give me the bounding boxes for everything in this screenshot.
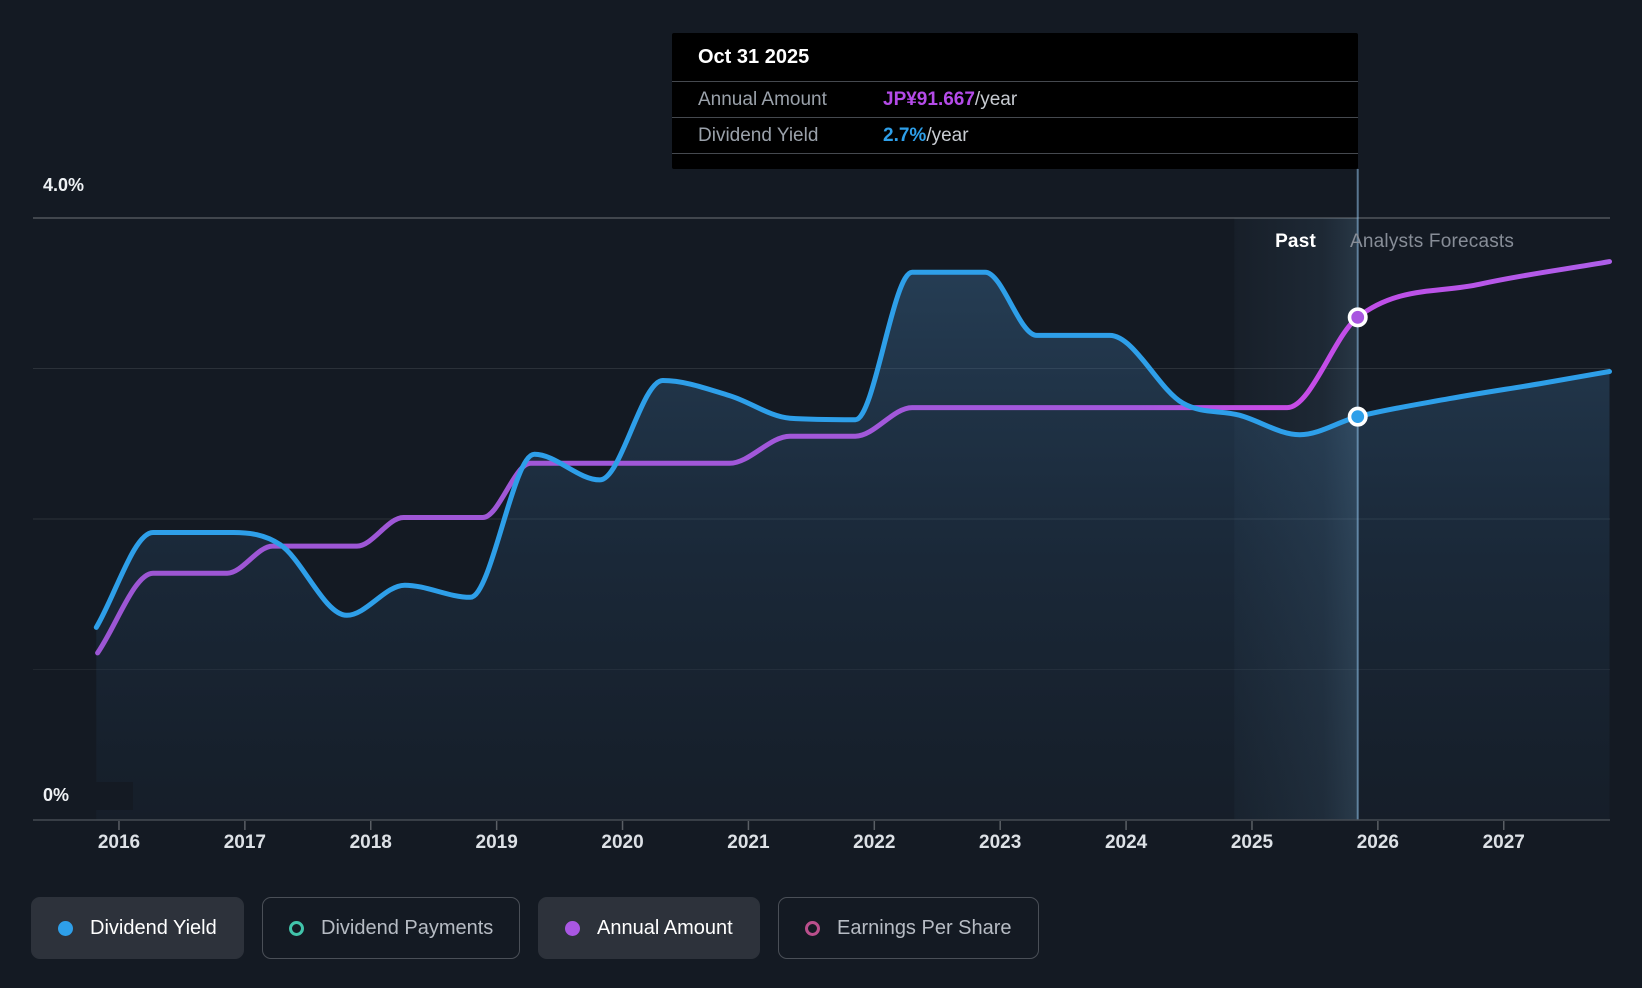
tooltip-value: JP¥91.667: [883, 88, 975, 110]
legend-label: Dividend Payments: [321, 916, 494, 939]
legend-item-annual-amount[interactable]: Annual Amount: [538, 897, 760, 959]
dividend-yield-line: [93, 269, 1612, 630]
x-tick-label-2027: 2027: [1482, 832, 1525, 853]
past-region-label: Past: [1275, 231, 1316, 252]
x-tick-label-2023: 2023: [979, 832, 1022, 853]
tooltip-label: Annual Amount: [698, 88, 827, 110]
legend-item-dividend-yield[interactable]: Dividend Yield: [31, 897, 244, 959]
tooltip-row-dividend-yield: Dividend Yield 2.7% /year: [672, 117, 1358, 154]
y-axis-top-label: 4.0%: [33, 172, 95, 200]
dividend-yield-marker[interactable]: [1347, 406, 1368, 427]
forecast-region-label: Analysts Forecasts: [1350, 231, 1515, 252]
x-tick-label-2017: 2017: [223, 832, 266, 853]
dividend-yield-area: [96, 272, 1610, 820]
x-tick-label-2025: 2025: [1230, 832, 1274, 853]
today-highlight-band: [1234, 218, 1358, 820]
x-tick-label-2026: 2026: [1356, 832, 1399, 853]
x-tick-label-2020: 2020: [601, 832, 644, 853]
legend-label: Dividend Yield: [90, 916, 217, 939]
dividend-yield-dot-icon: [58, 920, 73, 936]
tooltip-value-suffix: /year: [974, 88, 1018, 110]
annual-amount-dot-icon: [565, 920, 580, 936]
legend-item-earnings-per-share[interactable]: Earnings Per Share: [778, 897, 1039, 959]
tooltip-value: 2.7%: [883, 124, 927, 146]
x-tick-label-2016: 2016: [97, 832, 141, 853]
legend-label: Earnings Per Share: [837, 916, 1012, 939]
annual-amount-marker[interactable]: [1347, 307, 1368, 328]
x-tick-label-2018: 2018: [349, 832, 392, 853]
legend-item-dividend-payments[interactable]: Dividend Payments: [262, 897, 521, 959]
tooltip-row-annual-amount: Annual Amount JP¥91.667 /year: [672, 81, 1358, 117]
y-axis-zero-label: 0%: [33, 782, 133, 810]
tooltip-label: Dividend Yield: [698, 124, 819, 146]
x-tick-label-2024: 2024: [1104, 832, 1148, 853]
x-tick-label-2019: 2019: [475, 832, 518, 853]
x-tick-label-2022: 2022: [853, 832, 896, 853]
legend-label: Annual Amount: [597, 916, 733, 939]
chart-tooltip: Oct 31 2025 Annual Amount JP¥91.667 /yea…: [672, 33, 1358, 169]
x-tick-label-2021: 2021: [727, 832, 770, 853]
dividend-payments-ring-icon: [289, 920, 304, 936]
x-axis-tick-labels: 2016 2017 2018 2019 2020 2021 2022 2023 2024 2025…: [0, 832, 1642, 862]
tooltip-date: Oct 31 2025: [698, 45, 810, 68]
annual-amount-line: [95, 259, 1612, 656]
earnings-per-share-ring-icon: [805, 920, 820, 936]
tooltip-value-suffix: /year: [926, 124, 969, 146]
